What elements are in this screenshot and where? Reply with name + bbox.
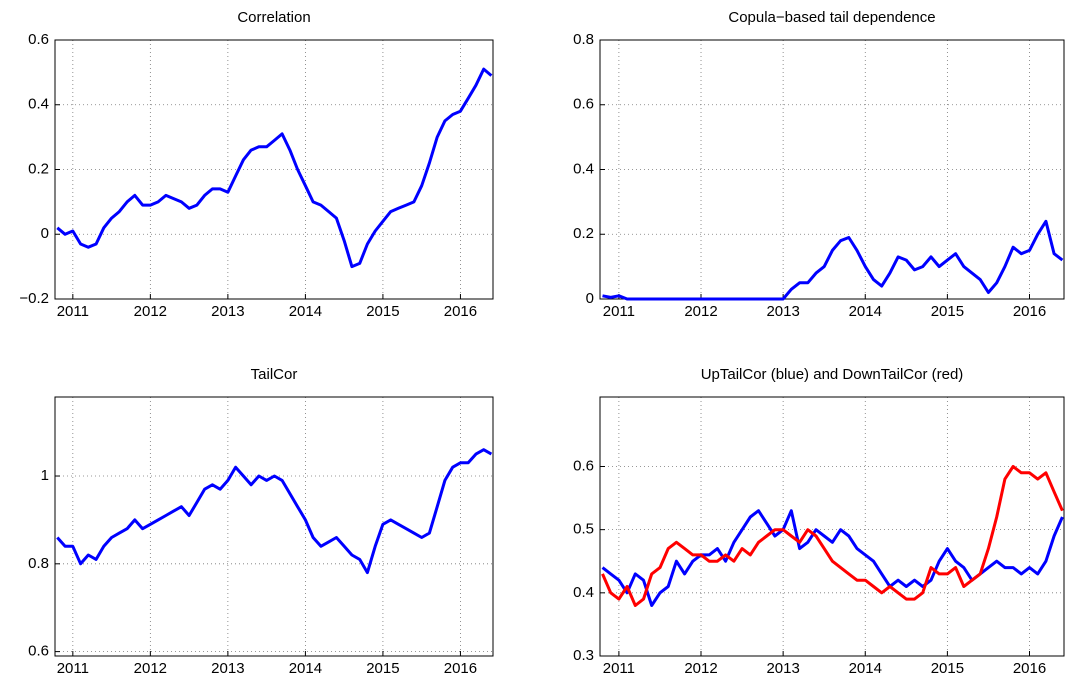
x-tick-label: 2013 xyxy=(766,303,799,320)
plot-frame xyxy=(599,39,1065,300)
x-tick-label: 2014 xyxy=(289,303,322,320)
y-tick-label: 0.6 xyxy=(28,643,49,660)
chart-title: UpTailCor (blue) and DownTailCor (red) xyxy=(701,366,964,383)
x-tick-label: 2016 xyxy=(444,303,477,320)
y-tick-label: 1 xyxy=(41,467,49,484)
x-tick-label: 2015 xyxy=(931,660,964,677)
x-tick-label: 2011 xyxy=(57,660,89,677)
x-tick-label: 2014 xyxy=(289,660,322,677)
x-tick-label: 2011 xyxy=(57,303,89,320)
x-tick-label: 2015 xyxy=(931,303,964,320)
y-tick-label: 0 xyxy=(586,290,594,307)
x-tick-label: 2016 xyxy=(1013,303,1046,320)
y-tick-label: 0.4 xyxy=(28,96,49,113)
plot-frame xyxy=(599,396,1065,657)
y-tick-label: 0.8 xyxy=(573,31,594,48)
y-tick-label: 0.4 xyxy=(573,160,594,177)
x-tick-label: 2015 xyxy=(366,660,399,677)
y-tick-label: −0.2 xyxy=(19,290,49,307)
x-tick-label: 2015 xyxy=(366,303,399,320)
chart-title: Correlation xyxy=(237,9,310,26)
x-tick-label: 2014 xyxy=(849,660,882,677)
x-tick-label: 2013 xyxy=(766,660,799,677)
y-tick-label: 0.6 xyxy=(573,457,594,474)
x-tick-label: 2016 xyxy=(444,660,477,677)
y-tick-label: 0.5 xyxy=(573,521,594,538)
y-tick-label: 0.2 xyxy=(573,225,594,242)
x-tick-label: 2011 xyxy=(603,660,635,677)
x-tick-label: 2016 xyxy=(1013,660,1046,677)
y-tick-label: 0.8 xyxy=(28,555,49,572)
data-line xyxy=(601,509,1064,607)
chart-title: TailCor xyxy=(251,366,298,383)
x-tick-label: 2012 xyxy=(684,303,717,320)
plot-frame xyxy=(54,396,494,657)
y-tick-label: 0.2 xyxy=(28,160,49,177)
x-tick-label: 2014 xyxy=(849,303,882,320)
data-line xyxy=(56,448,493,575)
x-tick-label: 2012 xyxy=(134,303,167,320)
y-tick-label: 0.4 xyxy=(573,584,594,601)
chart-title: Copula−based tail dependence xyxy=(728,9,935,26)
x-tick-label: 2012 xyxy=(134,660,167,677)
x-tick-label: 2011 xyxy=(603,303,635,320)
y-tick-label: 0.3 xyxy=(573,647,594,664)
data-line xyxy=(601,465,1064,607)
x-tick-label: 2012 xyxy=(684,660,717,677)
y-tick-label: 0.6 xyxy=(573,96,594,113)
plot-frame xyxy=(54,39,494,300)
x-tick-label: 2013 xyxy=(211,303,244,320)
y-tick-label: 0 xyxy=(41,225,49,242)
data-line xyxy=(56,67,493,269)
data-line xyxy=(602,219,1064,301)
y-tick-label: 0.6 xyxy=(28,31,49,48)
x-tick-label: 2013 xyxy=(211,660,244,677)
